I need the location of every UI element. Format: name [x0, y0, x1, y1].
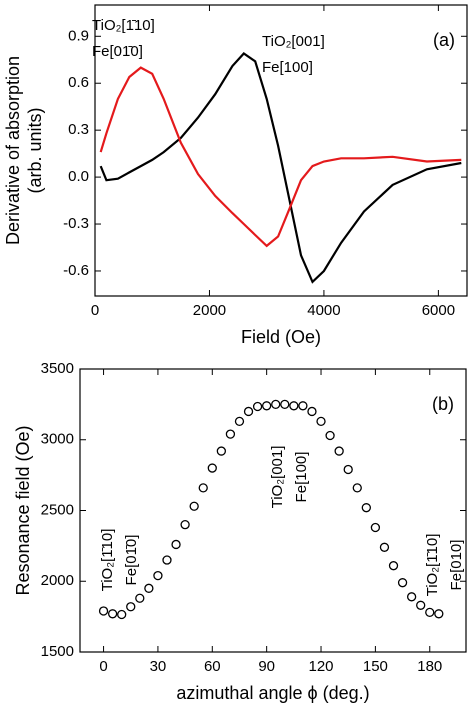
data-point — [126, 602, 136, 612]
data-point — [198, 483, 208, 493]
data-point — [434, 609, 444, 619]
data-point — [207, 463, 217, 473]
data-point — [271, 399, 281, 410]
data-point — [144, 583, 154, 593]
y-tick-label: 0.9 — [68, 27, 89, 44]
data-point — [153, 570, 163, 581]
y-tick-label: 3000 — [41, 431, 74, 448]
annotation: TiO₂[1̄10] — [424, 534, 441, 597]
x-axis-label: azimuthal angle ϕ (deg.) — [176, 683, 369, 703]
data-point — [280, 399, 290, 410]
annotation: TiO₂[001] — [262, 33, 325, 50]
data-point — [171, 539, 181, 550]
data-point — [343, 464, 353, 475]
data-point — [406, 592, 417, 602]
panel-label: (b) — [432, 394, 454, 414]
data-point — [162, 555, 172, 565]
data-point — [379, 542, 390, 552]
data-point — [189, 501, 199, 511]
annotation: TiO₂[001] — [269, 446, 286, 509]
y-tick-label: 0.6 — [68, 74, 89, 91]
annotation: TiO₂[1̄10] — [99, 529, 116, 592]
y-tick-label: 3500 — [41, 360, 74, 377]
y-axis-label: Resonance field (Oe) — [13, 425, 33, 595]
data-point — [298, 401, 308, 411]
annotation: Fe[100] — [293, 452, 310, 503]
data-point — [289, 401, 299, 411]
x-axis-label: Field (Oe) — [241, 327, 321, 347]
annotation: Fe[010] — [448, 540, 465, 591]
annotation: TiO₂[1̄10] — [92, 17, 155, 34]
y-tick-label: 1500 — [41, 643, 74, 660]
y-tick-label: 0.0 — [68, 168, 89, 185]
x-tick-label: 30 — [150, 658, 167, 675]
data-point — [425, 607, 435, 618]
data-point — [225, 429, 236, 439]
annotation: Fe[100] — [262, 59, 313, 76]
x-tick-label: 2000 — [193, 302, 226, 319]
data-point — [397, 578, 408, 588]
data-line — [99, 52, 462, 284]
panel-label: (a) — [433, 30, 455, 50]
data-line — [99, 66, 462, 248]
x-tick-label: 60 — [204, 658, 221, 675]
y-tick-label: 0.3 — [68, 121, 89, 138]
y-tick-label: -0.3 — [63, 215, 89, 232]
y-axis-label: Derivative of absorption — [3, 56, 23, 245]
data-point — [370, 522, 381, 533]
x-tick-label: 6000 — [422, 302, 455, 319]
x-tick-label: 180 — [417, 658, 442, 675]
data-point — [98, 606, 109, 616]
data-point — [107, 609, 118, 619]
y-tick-label: 2500 — [41, 501, 74, 518]
data-point — [334, 446, 344, 456]
data-point — [316, 416, 326, 427]
data-point — [135, 593, 145, 603]
x-tick-label: 0 — [91, 302, 99, 319]
y-tick-label: 2000 — [41, 572, 74, 589]
data-point — [216, 446, 227, 456]
y-axis-label: (arb. units) — [25, 107, 45, 193]
plot-frame — [79, 368, 467, 653]
data-point — [361, 503, 371, 513]
data-point — [352, 483, 362, 493]
x-tick-label: 120 — [309, 658, 334, 675]
data-point — [388, 561, 399, 571]
y-tick-label: -0.6 — [63, 262, 89, 279]
data-point — [325, 430, 335, 441]
annotation: Fe[01̄0] — [123, 535, 140, 586]
x-tick-label: 150 — [363, 658, 388, 675]
plot-frame — [94, 4, 468, 297]
x-tick-label: 4000 — [307, 302, 340, 319]
x-tick-label: 0 — [99, 658, 107, 675]
data-point — [262, 401, 272, 411]
data-point — [416, 600, 426, 610]
data-point — [252, 401, 263, 412]
data-point — [180, 520, 190, 530]
annotation: Fe[01̄0] — [92, 43, 143, 60]
data-point — [307, 406, 317, 417]
data-point — [243, 406, 254, 417]
data-point — [234, 416, 245, 427]
data-point — [117, 609, 127, 620]
x-tick-label: 90 — [258, 658, 275, 675]
